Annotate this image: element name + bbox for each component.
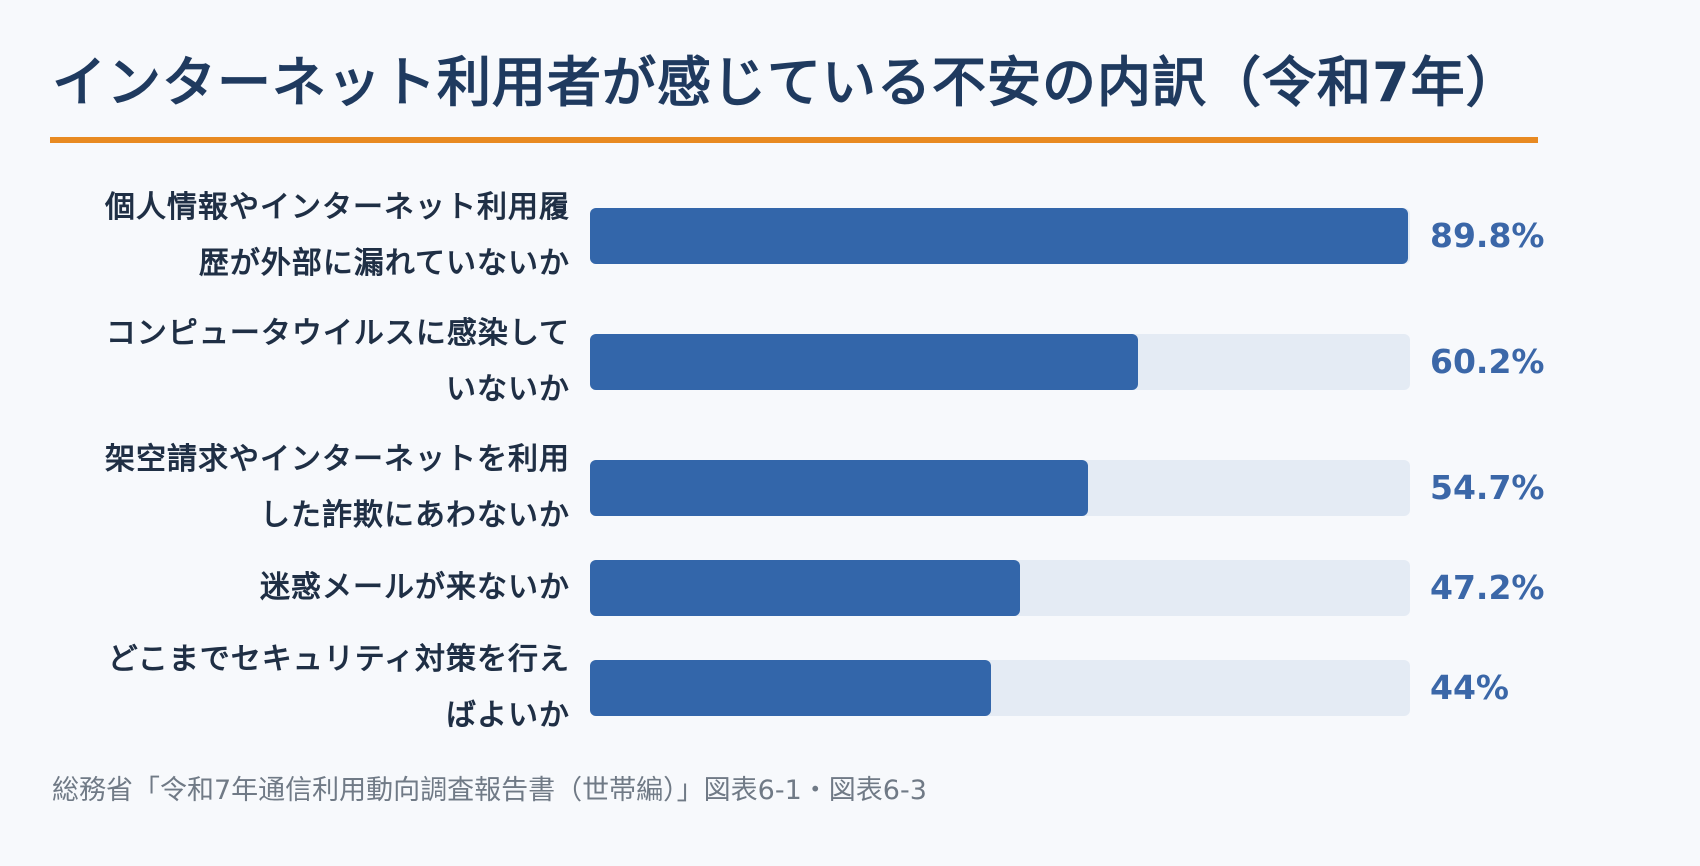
bar-row: 迷惑メールが来ないか 47.2% <box>0 560 1700 616</box>
category-label-line: 歴が外部に漏れていないか <box>198 246 570 281</box>
bar-row: コンピュータウイルスに感染していないか 60.2% <box>0 316 1700 407</box>
bar-track <box>590 460 1410 516</box>
bar <box>590 460 1088 516</box>
category-label: 個人情報やインターネット利用履歴が外部に漏れていないか <box>50 180 570 292</box>
category-label-line: いないか <box>446 372 570 407</box>
source-note: 総務省「令和7年通信利用動向調査報告書（世帯編）」図表6-1・図表6-3 <box>52 775 927 806</box>
bar-row: 個人情報やインターネット利用履歴が外部に漏れていないか 89.8% <box>0 190 1700 281</box>
title-underline <box>50 137 1538 143</box>
bar <box>590 334 1138 390</box>
category-label-line: どこまでセキュリティ対策を行え <box>107 642 570 677</box>
bar-track <box>590 560 1410 616</box>
category-label-line: コンピュータウイルスに感染して <box>105 316 570 351</box>
category-label-line: した詐欺にあわないか <box>260 498 570 533</box>
chart-title: インターネット利用者が感じている不安の内訳（令和7年） <box>52 51 1521 114</box>
bar-track <box>590 334 1410 390</box>
bar <box>590 560 1020 616</box>
value-label: 89.8% <box>1430 216 1545 255</box>
value-label: 60.2% <box>1430 342 1545 381</box>
value-label: 54.7% <box>1430 468 1545 507</box>
bar-track <box>590 660 1410 716</box>
category-label-line: 架空請求やインターネットを利用 <box>105 442 570 477</box>
bar <box>590 660 991 716</box>
category-label-line: 迷惑メールが来ないか <box>260 570 570 605</box>
bar-row: どこまでセキュリティ対策を行えばよいか 44% <box>0 642 1700 733</box>
value-label: 47.2% <box>1430 568 1545 607</box>
category-label-line: ばよいか <box>446 698 570 733</box>
category-label: 迷惑メールが来ないか <box>50 560 570 616</box>
category-label: 架空請求やインターネットを利用した詐欺にあわないか <box>50 432 570 544</box>
bar <box>590 208 1408 264</box>
bar-track <box>590 208 1410 264</box>
category-label: どこまでセキュリティ対策を行えばよいか <box>50 632 570 744</box>
category-label-line: 個人情報やインターネット利用履 <box>105 190 570 225</box>
bar-row: 架空請求やインターネットを利用した詐欺にあわないか 54.7% <box>0 442 1700 533</box>
value-label: 44% <box>1430 668 1509 707</box>
category-label: コンピュータウイルスに感染していないか <box>50 306 570 418</box>
